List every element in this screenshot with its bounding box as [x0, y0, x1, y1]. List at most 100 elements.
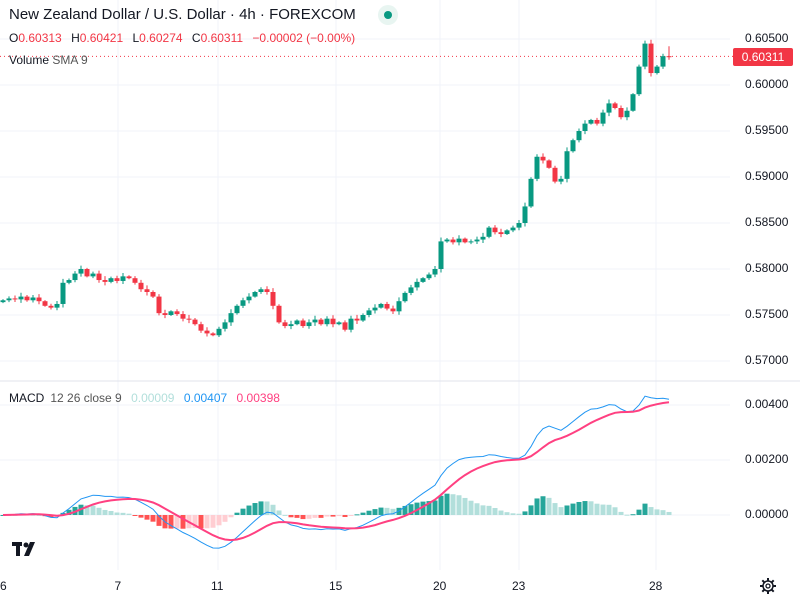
candle-body	[102, 280, 108, 282]
candle-body	[390, 308, 396, 312]
macd-histogram-bar	[36, 514, 42, 516]
candle-body	[18, 296, 24, 300]
macd-histogram-bar	[408, 504, 414, 515]
macd-histogram-bar	[318, 515, 324, 518]
macd-histogram-bar	[426, 501, 432, 515]
macd-histogram-bar	[90, 505, 96, 515]
macd-histogram-bar	[348, 515, 354, 516]
candle-body	[582, 123, 588, 131]
macd-signal-line	[2, 401, 670, 542]
open-label: O	[9, 31, 19, 45]
macd-histogram-bar	[666, 511, 672, 515]
candle-body	[288, 324, 294, 327]
candle-body	[492, 227, 498, 233]
price-tick-label: 0.58000	[745, 261, 789, 275]
macd-histogram-bar	[372, 509, 378, 515]
macd-histogram-bar	[156, 515, 162, 526]
candle-body	[60, 282, 66, 304]
candle-body	[660, 56, 666, 67]
macd-histogram-bar	[264, 501, 270, 515]
symbol-title[interactable]: New Zealand Dollar / U.S. Dollar · 4h · …	[9, 6, 356, 23]
candle-body	[618, 108, 624, 118]
candle-body	[132, 278, 138, 283]
macd-histogram-bar	[306, 515, 312, 519]
candle-body	[336, 322, 342, 325]
candle-body	[228, 313, 234, 323]
candle-body	[552, 167, 558, 182]
candle-body	[72, 273, 78, 281]
macd-histogram-bar	[414, 502, 420, 515]
macd-histogram-bar	[498, 510, 504, 515]
candle-body	[462, 238, 468, 243]
candle-body	[570, 140, 576, 152]
macd-histogram-bar	[618, 511, 624, 515]
macd-histogram-bar	[642, 503, 648, 515]
candle-body	[636, 66, 642, 95]
price-tick-label: 0.60000	[745, 77, 789, 91]
candle-body	[564, 151, 570, 179]
macd-histogram-bar	[660, 510, 666, 515]
candle-body	[528, 178, 534, 207]
macd-histogram-bar	[138, 515, 144, 518]
time-tick-label: 2026	[0, 579, 7, 593]
macd-histogram-bar	[312, 515, 318, 518]
candle-body	[198, 324, 204, 331]
change-value: −0.00002 (−0.00%)	[252, 31, 356, 45]
macd-histogram-bar	[492, 508, 498, 515]
candle-body	[0, 300, 6, 303]
candle-body	[534, 156, 540, 179]
macd-legend[interactable]: MACD 12 26 close 9 0.00009 0.00407 0.0039…	[9, 391, 286, 405]
candle-body	[192, 319, 198, 325]
macd-histogram-bar	[468, 500, 474, 515]
candle-body	[630, 94, 636, 111]
candle-body	[348, 318, 354, 330]
macd-histogram-bar	[210, 515, 216, 528]
macd-tick-label: 0.00200	[745, 452, 789, 466]
candle-body	[372, 307, 378, 311]
macd-histogram-bar	[534, 498, 540, 515]
candle-body	[156, 296, 162, 314]
low-label: L	[132, 31, 140, 45]
candle-body	[240, 300, 246, 306]
candle-body	[294, 320, 300, 325]
macd-histogram-bar	[624, 514, 630, 516]
close-value: 0.60311	[200, 31, 244, 45]
macd-histogram-bar	[582, 501, 588, 515]
candle-body	[330, 318, 336, 325]
macd-histogram-bar	[522, 511, 528, 515]
last-price-label: 0.60311	[733, 48, 793, 66]
candle-body	[54, 303, 60, 308]
candle-body	[378, 303, 384, 308]
candle-body	[120, 276, 126, 281]
macd-histogram-bar	[0, 515, 6, 516]
candle-body	[444, 239, 450, 242]
gear-icon[interactable]	[758, 576, 778, 596]
candle-body	[546, 160, 552, 168]
macd-histogram-bar	[60, 512, 66, 515]
macd-histogram-bar	[366, 510, 372, 515]
macd-histogram-bar	[648, 507, 654, 515]
macd-histogram-bar	[600, 504, 606, 515]
candle-body	[306, 322, 312, 327]
candle-body	[360, 315, 366, 321]
macd-histogram-bar	[504, 512, 510, 515]
high-label: H	[71, 31, 80, 45]
macd-tick-label: 0.00000	[745, 507, 789, 521]
volume-legend[interactable]: Volume SMA 9	[9, 53, 88, 67]
macd-histogram-bar	[336, 515, 342, 517]
candle-body	[210, 333, 216, 336]
macd-histogram-bar	[282, 514, 288, 516]
macd-histogram-bar	[300, 515, 306, 520]
volume-params: SMA 9	[52, 53, 88, 67]
macd-histogram-bar	[174, 515, 180, 529]
macd-signal-value: 0.00398	[236, 391, 280, 405]
candle-body	[96, 273, 102, 281]
macd-histogram-bar	[576, 501, 582, 515]
macd-histogram-bar	[192, 515, 198, 529]
macd-histogram-bar	[636, 509, 642, 515]
candle-body	[126, 276, 132, 279]
tradingview-logo-icon[interactable]	[10, 538, 40, 560]
open-value: 0.60313	[18, 31, 62, 45]
price-tick-label: 0.59000	[745, 169, 789, 183]
